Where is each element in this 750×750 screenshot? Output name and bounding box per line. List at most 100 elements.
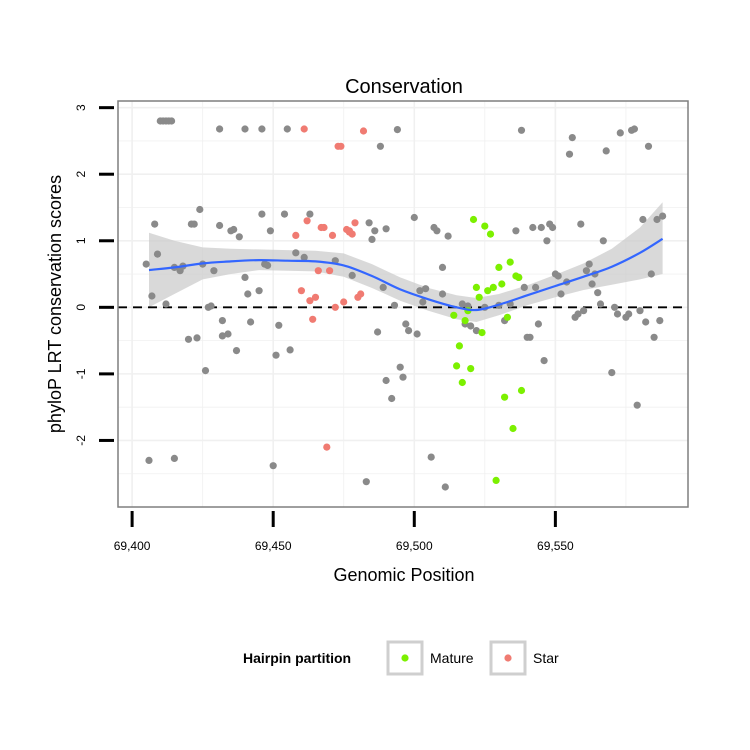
data-point-other: [218, 317, 226, 325]
data-point-star: [340, 298, 348, 306]
data-point-other: [168, 117, 176, 125]
x-axis: 69,400 69,450 69,500 69,550: [114, 511, 574, 553]
data-point-other: [422, 285, 430, 293]
data-point-other: [413, 330, 421, 338]
data-point-mature: [469, 215, 478, 224]
data-point-other: [230, 225, 238, 234]
data-point-mature: [517, 386, 526, 395]
data-point-other: [656, 317, 664, 325]
data-point-other: [216, 125, 224, 133]
data-point-other: [630, 125, 639, 133]
data-point-other: [659, 212, 667, 220]
data-point-other: [382, 376, 390, 385]
x-tick-label: 69,450: [255, 539, 292, 553]
data-point-star: [359, 127, 368, 135]
y-axis: -2 -1 0 1 2 3: [74, 104, 114, 446]
data-point-other: [568, 134, 576, 142]
data-point-other: [374, 328, 382, 336]
data-point-other: [416, 287, 424, 295]
data-point-star: [331, 303, 339, 311]
data-point-other: [636, 307, 644, 315]
data-point-other: [532, 283, 540, 291]
data-point-star: [309, 315, 317, 323]
data-point-star: [326, 267, 334, 275]
data-point-star: [323, 443, 331, 451]
data-point-other: [512, 227, 520, 235]
data-point-mature: [489, 283, 497, 291]
data-point-other: [653, 215, 661, 224]
x-tick-label: 69,500: [396, 539, 433, 553]
data-point-other: [419, 298, 427, 306]
data-point-other: [232, 347, 241, 355]
data-point-other: [529, 223, 537, 232]
data-point-other: [272, 351, 280, 359]
data-point-other: [467, 322, 475, 330]
data-point-other: [362, 478, 370, 486]
data-point-mature: [453, 362, 461, 370]
data-point-other: [472, 327, 480, 335]
data-point-other: [642, 318, 650, 326]
legend-key-box: [386, 640, 424, 676]
x-tick-label: 69,400: [114, 539, 151, 553]
data-point-other: [275, 321, 283, 329]
data-point-other: [224, 330, 232, 338]
data-point-other: [218, 332, 226, 340]
data-point-other: [585, 260, 593, 268]
data-point-other: [534, 320, 543, 328]
data-point-other: [148, 292, 156, 300]
data-point-other: [647, 270, 655, 278]
data-point-other: [142, 260, 150, 268]
data-point-other: [554, 272, 562, 280]
data-point-star: [297, 287, 305, 295]
data-point-other: [382, 225, 390, 233]
y-axis-label: phyloP LRT conservation scores: [45, 175, 65, 433]
data-point-other: [365, 219, 373, 227]
data-point-other: [625, 310, 633, 318]
data-point-mature: [475, 293, 483, 301]
data-point-other: [557, 290, 565, 298]
data-point-other: [577, 220, 585, 228]
data-point-mature: [484, 287, 492, 295]
data-point-other: [162, 300, 170, 308]
data-point-other: [644, 142, 653, 150]
data-point-other: [247, 318, 255, 326]
data-point-other: [348, 271, 356, 279]
data-point-other: [151, 220, 159, 228]
data-point-mature: [478, 329, 486, 337]
x-axis-label: Genomic Position: [333, 565, 474, 585]
data-point-other: [582, 267, 591, 275]
data-point-other: [526, 333, 534, 341]
data-point-mature: [467, 365, 475, 373]
data-point-other: [427, 453, 435, 461]
legend-key-dot: [401, 654, 409, 662]
legend: Hairpin partition Mature Star: [243, 640, 559, 676]
data-point-mature: [503, 313, 511, 321]
data-point-other: [280, 210, 289, 218]
data-point-other: [269, 462, 277, 470]
data-point-other: [184, 335, 193, 343]
data-point-other: [543, 237, 551, 245]
y-tick-label: 3: [74, 104, 88, 111]
y-tick-label: 0: [74, 304, 88, 311]
data-point-other: [258, 210, 266, 218]
smooth-trend-line: [148, 237, 664, 312]
data-point-other: [241, 273, 249, 281]
data-point-other: [611, 303, 619, 311]
y-tick-label: 1: [74, 237, 88, 244]
legend-label-star: Star: [533, 650, 559, 666]
data-point-other: [441, 483, 449, 491]
x-tick-label: 69,550: [537, 539, 574, 553]
data-point-other: [537, 223, 545, 232]
data-point-mature: [515, 273, 523, 281]
data-point-other: [517, 126, 526, 134]
data-point-other: [549, 223, 557, 232]
data-point-other: [388, 394, 396, 403]
data-point-other: [405, 327, 413, 335]
data-point-mature: [481, 222, 489, 230]
data-point-other: [170, 454, 178, 462]
data-point-other: [616, 129, 624, 137]
data-point-other: [292, 249, 300, 257]
data-point-other: [196, 205, 204, 214]
data-point-other: [402, 320, 410, 328]
